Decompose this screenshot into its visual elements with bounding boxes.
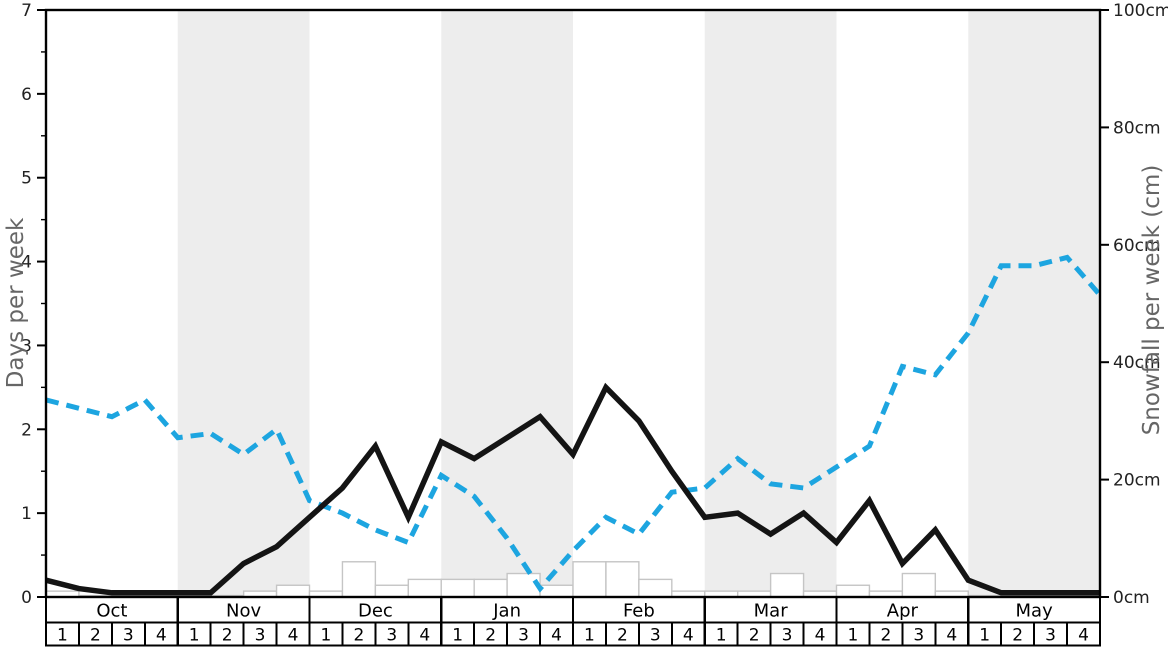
- black-solid-line: [45, 382, 1100, 596]
- week-number-label: 1: [452, 626, 463, 646]
- week-number-label: 3: [386, 626, 397, 646]
- week-number-label: 2: [617, 626, 628, 646]
- week-number-label: 4: [156, 626, 167, 646]
- left-axis-tick-label: 2: [21, 420, 32, 440]
- week-number-label: 2: [90, 626, 101, 646]
- snowfall-bar: [835, 584, 871, 598]
- week-number-label: 3: [1045, 626, 1056, 646]
- month-week-table: [44, 595, 1102, 647]
- snowfall-bar: [374, 584, 410, 598]
- week-number-label: 2: [353, 626, 364, 646]
- snowfall-bar: [275, 584, 311, 598]
- snowfall-bar: [407, 578, 442, 598]
- snowfall-bar: [572, 561, 607, 598]
- week-number-label: 1: [716, 626, 727, 646]
- month-label-apr: Apr: [887, 600, 919, 621]
- month-label-jan: Jan: [492, 600, 521, 621]
- week-number-label: 4: [1078, 626, 1089, 646]
- left-axis-tick-label: 1: [21, 504, 32, 524]
- left-axis-tick-label: 4: [21, 253, 32, 273]
- week-number-label: 4: [419, 626, 430, 646]
- snowfall-bar: [769, 572, 805, 598]
- snowfall-bar: [473, 578, 508, 598]
- week-number-label: 2: [880, 626, 891, 646]
- week-number-label: 4: [551, 626, 562, 646]
- month-label-oct: Oct: [96, 600, 127, 621]
- left-axis-tick-label: 6: [21, 85, 32, 105]
- week-number-label: 1: [584, 626, 595, 646]
- week-number-label: 4: [946, 626, 957, 646]
- month-label-feb: Feb: [623, 600, 655, 621]
- month-label-nov: Nov: [226, 600, 261, 621]
- snowfall-bar: [638, 578, 673, 598]
- right-axis-tick-label: 60cm: [1113, 236, 1161, 256]
- snowfall-bar: [440, 578, 475, 598]
- snowfall-bar: [901, 572, 937, 598]
- month-label-mar: Mar: [754, 600, 789, 621]
- week-number-label: 1: [321, 626, 332, 646]
- week-number-label: 4: [815, 626, 826, 646]
- week-number-label: 2: [485, 626, 496, 646]
- month-shade-band-mar: [704, 10, 837, 597]
- right-axis-tick-label: 0cm: [1113, 588, 1150, 608]
- right-axis-tick-label: 100cm: [1113, 1, 1168, 21]
- month-shade-band-nov: [177, 10, 310, 597]
- left-axis-tick-label: 3: [21, 336, 32, 356]
- month-shade-band-jan: [441, 10, 573, 597]
- left-axis-title: Days per week: [3, 217, 29, 389]
- week-number-label: 3: [913, 626, 924, 646]
- week-number-label: 1: [979, 626, 990, 646]
- week-number-label: 1: [848, 626, 859, 646]
- week-number-label: 3: [650, 626, 661, 646]
- week-number-label: 3: [782, 626, 793, 646]
- snowfall-bar: [341, 561, 377, 598]
- left-axis-tick-label: 7: [21, 1, 32, 21]
- week-number-label: 2: [749, 626, 760, 646]
- right-axis-title: Snowfall per week (cm): [1139, 164, 1165, 436]
- right-axis-tick-label: 80cm: [1113, 118, 1161, 138]
- month-label-may: May: [1016, 600, 1054, 621]
- week-number-label: 4: [683, 626, 694, 646]
- week-number-label: 4: [288, 626, 299, 646]
- week-number-label: 2: [222, 626, 233, 646]
- snowfall-bar: [539, 584, 574, 598]
- left-axis-tick-label: 0: [21, 588, 32, 608]
- blue-dashed-line: [45, 254, 1102, 593]
- right-axis-tick-label: 40cm: [1113, 353, 1161, 373]
- week-number-label: 2: [1012, 626, 1023, 646]
- week-number-label: 1: [57, 626, 68, 646]
- week-number-label: 1: [189, 626, 200, 646]
- snowfall-bar: [605, 561, 640, 598]
- left-axis-tick-label: 5: [21, 169, 32, 189]
- week-number-label: 3: [123, 626, 134, 646]
- week-number-label: 3: [255, 626, 266, 646]
- right-axis-tick-label: 20cm: [1113, 471, 1161, 491]
- week-number-label: 3: [518, 626, 529, 646]
- month-shade-band-may: [968, 10, 1100, 597]
- month-label-dec: Dec: [358, 600, 393, 621]
